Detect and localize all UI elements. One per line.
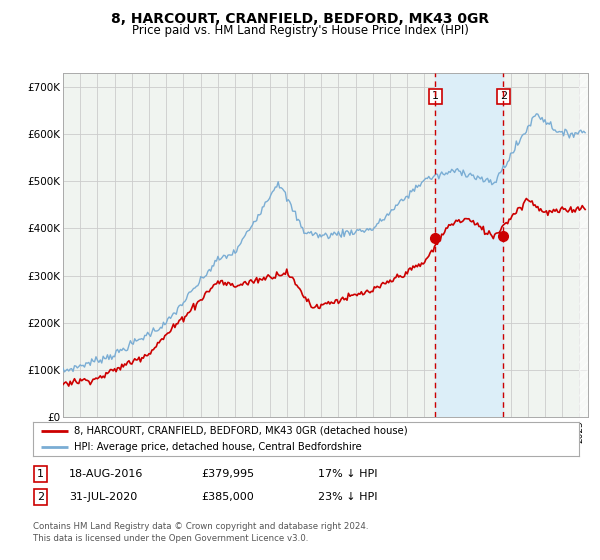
Text: 1: 1: [37, 469, 44, 479]
Text: Contains HM Land Registry data © Crown copyright and database right 2024.
This d: Contains HM Land Registry data © Crown c…: [33, 522, 368, 543]
Text: 31-JUL-2020: 31-JUL-2020: [69, 492, 137, 502]
Bar: [436, 73, 503, 417]
Text: Price paid vs. HM Land Registry's House Price Index (HPI): Price paid vs. HM Land Registry's House …: [131, 24, 469, 37]
Bar: [580, 73, 588, 417]
Text: HPI: Average price, detached house, Central Bedfordshire: HPI: Average price, detached house, Cent…: [74, 442, 362, 452]
Text: 8, HARCOURT, CRANFIELD, BEDFORD, MK43 0GR (detached house): 8, HARCOURT, CRANFIELD, BEDFORD, MK43 0G…: [74, 426, 407, 436]
Text: 23% ↓ HPI: 23% ↓ HPI: [318, 492, 377, 502]
Text: 2: 2: [500, 91, 507, 101]
Text: 8, HARCOURT, CRANFIELD, BEDFORD, MK43 0GR: 8, HARCOURT, CRANFIELD, BEDFORD, MK43 0G…: [111, 12, 489, 26]
Text: £379,995: £379,995: [201, 469, 254, 479]
Text: 2: 2: [37, 492, 44, 502]
Text: 17% ↓ HPI: 17% ↓ HPI: [318, 469, 377, 479]
Text: 18-AUG-2016: 18-AUG-2016: [69, 469, 143, 479]
Text: 1: 1: [432, 91, 439, 101]
Text: £385,000: £385,000: [201, 492, 254, 502]
